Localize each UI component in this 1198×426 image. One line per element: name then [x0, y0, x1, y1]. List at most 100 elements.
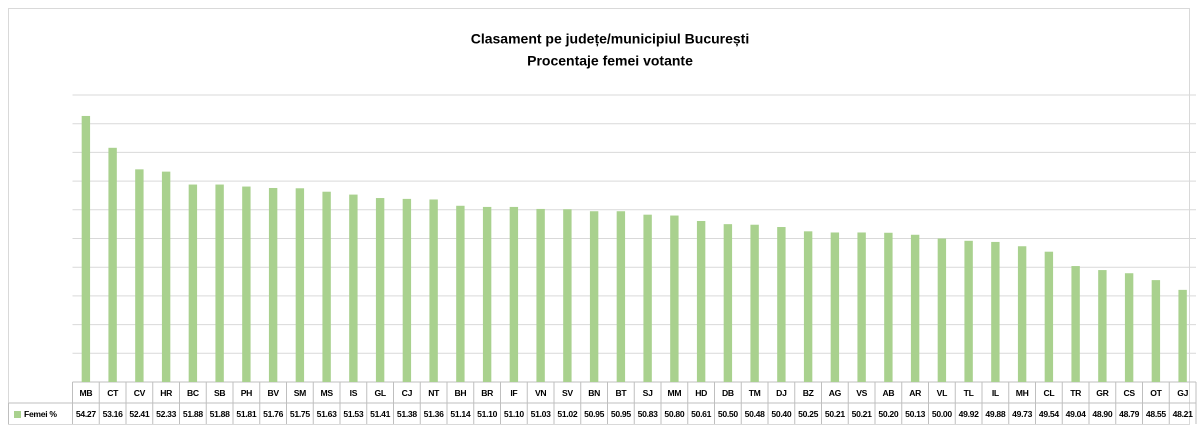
table-value: 50.95 — [611, 409, 632, 419]
table-value: 51.10 — [477, 409, 498, 419]
bar — [1124, 273, 1134, 382]
x-tick-label: BZ — [803, 388, 814, 398]
bar — [161, 171, 171, 382]
table-value: 51.41 — [370, 409, 391, 419]
bar — [670, 215, 679, 382]
bar — [349, 194, 358, 382]
bar — [777, 227, 786, 382]
bar — [964, 240, 973, 382]
x-tick-label: SJ — [643, 388, 653, 398]
x-tick-label: VN — [535, 388, 546, 398]
table-value: 49.73 — [1012, 409, 1033, 419]
bar — [108, 147, 117, 382]
x-tick-label: DB — [722, 388, 734, 398]
x-tick-label: OT — [1150, 388, 1162, 398]
bar — [482, 206, 492, 382]
x-tick-label: CS — [1123, 388, 1135, 398]
x-tick-label: AG — [829, 388, 842, 398]
bar — [295, 188, 305, 382]
x-tick-label: HR — [160, 388, 173, 398]
x-tick-label: MM — [668, 388, 682, 398]
table-value: 50.95 — [584, 409, 605, 419]
table-value: 50.50 — [718, 409, 739, 419]
x-tick-label: CL — [1043, 388, 1054, 398]
bar — [643, 214, 652, 382]
table-value: 48.90 — [1092, 409, 1113, 419]
x-tick-label: PH — [241, 388, 252, 398]
bar — [563, 209, 572, 382]
table-value: 51.88 — [183, 409, 204, 419]
x-tick-label: BV — [267, 388, 279, 398]
x-tick-label: CT — [107, 388, 119, 398]
table-value: 51.02 — [557, 409, 578, 419]
bar — [242, 186, 251, 382]
bar — [402, 198, 412, 382]
table-value: 51.76 — [263, 409, 284, 419]
chart-subtitle: Procentaje femei votante — [527, 53, 693, 69]
x-tick-label: GR — [1096, 388, 1109, 398]
x-tick-label: HD — [695, 388, 707, 398]
table-value: 48.21 — [1173, 409, 1194, 419]
x-tick-label: TR — [1070, 388, 1082, 398]
x-tick-label: GL — [374, 388, 385, 398]
table-value: 50.21 — [825, 409, 846, 419]
table-value: 51.53 — [343, 409, 364, 419]
bar — [509, 206, 519, 382]
legend-label: Femei % — [24, 409, 57, 419]
bar — [268, 187, 278, 382]
bar — [536, 208, 545, 382]
table-value: 51.81 — [236, 409, 257, 419]
x-tick-label: GJ — [1177, 388, 1188, 398]
x-tick-label: VL — [937, 388, 947, 398]
x-tick-label: AB — [882, 388, 894, 398]
bar — [135, 169, 144, 382]
chart-title: Clasament pe județe/municipiul București — [471, 31, 750, 47]
x-tick-label: BT — [615, 388, 627, 398]
bar — [884, 232, 893, 382]
bar — [723, 224, 733, 382]
x-tick-label: TM — [749, 388, 761, 398]
x-tick-label: BC — [187, 388, 199, 398]
x-tick-label: AR — [909, 388, 922, 398]
bar — [1017, 246, 1027, 382]
bar — [589, 211, 599, 382]
table-value: 49.54 — [1039, 409, 1060, 419]
bar — [1044, 251, 1054, 382]
bar — [322, 191, 331, 382]
table-value: 51.03 — [531, 409, 552, 419]
x-tick-label: BH — [454, 388, 466, 398]
x-tick-label: MS — [320, 388, 333, 398]
bar — [1098, 270, 1107, 382]
bar — [188, 184, 198, 382]
table-value: 49.04 — [1066, 409, 1087, 419]
bar — [830, 232, 840, 382]
bar — [1071, 266, 1080, 382]
bar — [857, 232, 866, 382]
x-tick-label: VS — [856, 388, 867, 398]
table-value: 50.13 — [905, 409, 926, 419]
bar — [803, 231, 813, 382]
table-value: 49.92 — [959, 409, 980, 419]
table-value: 50.61 — [691, 409, 712, 419]
bar — [696, 220, 706, 382]
table-value: 53.16 — [103, 409, 124, 419]
bar — [456, 205, 465, 382]
bar — [991, 241, 1000, 382]
table-value: 54.27 — [76, 409, 97, 419]
table-value: 50.20 — [878, 409, 899, 419]
table-value: 51.36 — [424, 409, 445, 419]
bar — [750, 224, 759, 382]
table-value: 50.00 — [932, 409, 953, 419]
table-value: 50.80 — [664, 409, 685, 419]
x-tick-label: BR — [481, 388, 494, 398]
x-tick-label: BN — [588, 388, 600, 398]
x-tick-label: CJ — [402, 388, 413, 398]
x-tick-label: SV — [562, 388, 573, 398]
table-value: 51.88 — [210, 409, 231, 419]
bar — [616, 211, 626, 382]
x-tick-label: DJ — [776, 388, 787, 398]
x-tick-label: IL — [992, 388, 999, 398]
table-value: 50.40 — [771, 409, 792, 419]
bar — [1151, 280, 1161, 382]
